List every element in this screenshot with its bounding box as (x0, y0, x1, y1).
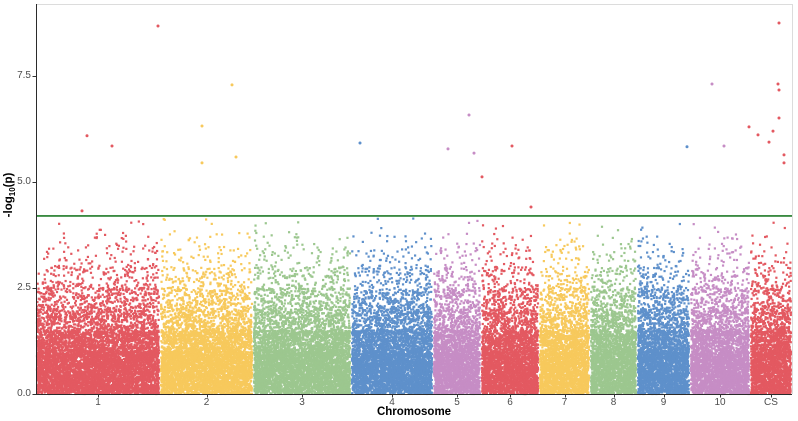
y-axis-title-suffix: (p) (2, 172, 15, 188)
y-axis-title-prefix: -log (2, 196, 15, 218)
x-tick-label: 6 (507, 397, 513, 408)
x-tick-label: 8 (610, 397, 617, 408)
x-tick-label: 9 (660, 397, 667, 408)
x-tick-label: 7 (561, 397, 568, 408)
x-tick-label: 4 (389, 397, 395, 408)
y-tick-label: 5.0 (17, 176, 31, 187)
y-tick-label: 0.0 (17, 388, 31, 399)
x-tick-label: 10 (714, 397, 726, 408)
x-axis-title: Chromosome (376, 406, 452, 418)
x-tick-label: 3 (299, 397, 305, 408)
y-axis-title: -log10(p) (3, 173, 17, 218)
x-tick-label: CS (764, 397, 778, 408)
x-tick-label: 5 (454, 397, 460, 408)
y-tick-label: 2.5 (17, 282, 31, 293)
y-tick-label: 7.5 (17, 70, 31, 81)
x-tick-label: 1 (95, 397, 101, 408)
y-axis-title-subscript: 10 (8, 187, 18, 197)
x-tick-label: 2 (203, 397, 210, 408)
